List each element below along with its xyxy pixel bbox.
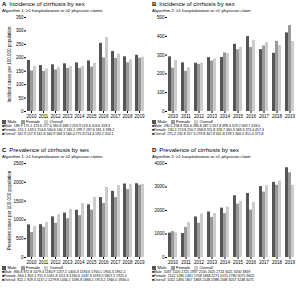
html-text:Algorithm 1: ≥1 hospitalizatio: Algorithm 1: ≥1 hospitalization or ≥2 ph… — [2, 7, 103, 13]
svg-text:2016: 2016 — [98, 114, 109, 119]
svg-text:0: 0 — [21, 109, 24, 114]
svg-text:2016: 2016 — [98, 260, 109, 265]
svg-text:2018: 2018 — [122, 114, 133, 119]
svg-text:200: 200 — [16, 55, 24, 60]
svg-text:100: 100 — [16, 82, 24, 87]
svg-text:2017: 2017 — [110, 260, 121, 265]
svg-text:500: 500 — [16, 236, 24, 241]
svg-text:3000: 3000 — [154, 184, 165, 189]
svg-text:2014: 2014 — [74, 114, 85, 119]
svg-text:Incident cases per 100,000 pop: Incident cases per 100,000 population — [7, 26, 12, 103]
svg-text:2017: 2017 — [259, 114, 270, 119]
html-text:Overall: Overall — [49, 265, 63, 270]
html-text:Male: Male — [7, 119, 17, 124]
html-text:■Female 230.2 213.8 250.7 268.: ■Female 230.2 213.8 250.7 268.8 311.8 32… — [152, 128, 264, 133]
svg-text:2016: 2016 — [246, 260, 257, 265]
html-text:D Prevalence of cirrhosis by s: D Prevalence of cirrhosis by sex — [152, 147, 239, 153]
svg-text:1000: 1000 — [154, 231, 165, 236]
svg-text:2011: 2011 — [39, 260, 49, 265]
html-text:B Incidence of cirrhosis by se: B Incidence of cirrhosis by sex — [152, 1, 235, 7]
svg-text:2018: 2018 — [272, 260, 283, 265]
svg-text:4000: 4000 — [154, 161, 165, 166]
html-text:■Female 664.1 802.1 911.3 1031: ■Female 664.1 802.1 911.3 1031.8 1111.8 … — [2, 274, 127, 279]
svg-text:400: 400 — [157, 34, 165, 39]
svg-text:2010: 2010 — [168, 260, 179, 265]
html-text:Overall: Overall — [49, 119, 63, 124]
svg-text:2019: 2019 — [285, 114, 296, 119]
html-text:■Female 151.1 149.2 154.6 160.: ■Female 151.1 149.2 154.6 160.6 160.7 16… — [2, 128, 115, 133]
svg-text:2013: 2013 — [62, 114, 73, 119]
html-text:■Overall 271.2 232.8 257.3 279: ■Overall 271.2 232.8 257.3 279.8 307.8 3… — [152, 132, 264, 137]
svg-text:2011: 2011 — [181, 114, 191, 119]
html-text:Female: Female — [176, 119, 190, 124]
html-text:Male: Male — [7, 265, 17, 270]
svg-text:0: 0 — [162, 109, 165, 114]
html-text:Overall: Overall — [199, 119, 213, 124]
svg-text:2013: 2013 — [207, 114, 218, 119]
svg-text:2014: 2014 — [220, 260, 231, 265]
svg-text:500: 500 — [157, 15, 165, 20]
html-text:■Overall 822.1 929.3 1137.2 12: ■Overall 822.1 929.3 1137.2 1279.8 1434.… — [2, 278, 129, 283]
html-text:■Male 1037 1020 1725 1937 2100: ■Male 1037 1020 1725 1937 2100 2625 2724… — [152, 270, 251, 275]
html-text:Algorithm 2: ≥1 hospitalizatio: Algorithm 2: ≥1 hospitalization or ≥1 ph… — [152, 7, 251, 13]
html-text:■Male 189.9 171.1 173.6 177.4: ■Male 189.9 171.1 173.6 177.4 180.8 188.… — [2, 124, 110, 129]
html-text:Female: Female — [176, 265, 190, 270]
svg-text:2012: 2012 — [194, 260, 205, 265]
html-text:Male: Male — [157, 119, 167, 124]
html-text:■Overall 1052 1494 1857 1868 2: ■Overall 1052 1494 1857 1868 2148 2388 2… — [152, 278, 254, 283]
svg-text:200: 200 — [157, 71, 165, 76]
svg-text:2000: 2000 — [13, 180, 24, 185]
svg-text:1000: 1000 — [13, 217, 24, 222]
html-text:■Female 1102 1280 1461 1708 18: ■Female 1102 1280 1461 1708 1868 2271 20… — [152, 274, 255, 279]
svg-text:1500: 1500 — [13, 199, 24, 204]
html-text:Algorithm 1: ≥1 hospitalizatio: Algorithm 1: ≥1 hospitalization or ≥2 ph… — [2, 153, 103, 159]
html-text:Female: Female — [26, 265, 40, 270]
svg-text:2500: 2500 — [13, 161, 24, 166]
svg-text:2015: 2015 — [233, 114, 244, 119]
html-text:■Overall 167.9 157.9 162.8 166: ■Overall 167.9 157.9 162.8 166.9 168.3 1… — [2, 132, 114, 137]
svg-text:2019: 2019 — [134, 260, 145, 265]
svg-text:150: 150 — [16, 69, 24, 74]
svg-text:50: 50 — [18, 96, 24, 101]
svg-text:2012: 2012 — [50, 114, 61, 119]
html-text:C Prevalence of cirrhosis by s: C Prevalence of cirrhosis by sex — [2, 147, 89, 153]
svg-text:2015: 2015 — [86, 114, 97, 119]
svg-text:250: 250 — [16, 42, 24, 47]
svg-text:2019: 2019 — [285, 260, 296, 265]
svg-text:0: 0 — [21, 255, 24, 260]
svg-text:Prevalent cases per 100,000 po: Prevalent cases per 100,000 population — [7, 170, 12, 250]
svg-text:2012: 2012 — [194, 114, 205, 119]
svg-text:2010: 2010 — [168, 114, 179, 119]
svg-text:2018: 2018 — [272, 114, 283, 119]
html-text:Female: Female — [26, 119, 40, 124]
svg-text:2010: 2010 — [26, 114, 37, 119]
svg-text:300: 300 — [16, 28, 24, 33]
svg-text:2010: 2010 — [26, 260, 37, 265]
html-text:Overall: Overall — [199, 265, 213, 270]
svg-text:2012: 2012 — [50, 260, 61, 265]
svg-text:2011: 2011 — [39, 114, 49, 119]
html-text:Algorithm 2: ≥1 hospitalizatio: Algorithm 2: ≥1 hospitalization or ≥1 ph… — [152, 153, 251, 159]
html-text:■Male 290.5 258.8 256.6 286.8: ■Male 290.5 258.8 256.6 286.8 287.5 357.… — [152, 124, 260, 129]
svg-text:2000: 2000 — [154, 208, 165, 213]
svg-text:100: 100 — [157, 90, 165, 95]
svg-text:2017: 2017 — [259, 260, 270, 265]
svg-text:2011: 2011 — [181, 260, 191, 265]
html-text:Male: Male — [157, 265, 167, 270]
svg-text:2014: 2014 — [74, 260, 85, 265]
svg-text:2014: 2014 — [220, 114, 231, 119]
html-text:■Male 866.8 872.8 1079.4 1180.: ■Male 866.8 872.8 1079.4 1180.9 1257.2 1… — [2, 270, 126, 275]
svg-text:2015: 2015 — [86, 260, 97, 265]
svg-text:2018: 2018 — [122, 260, 133, 265]
svg-text:2017: 2017 — [110, 114, 121, 119]
html-text:A Incidence of cirrhosis by se: A Incidence of cirrhosis by sex — [2, 1, 85, 7]
svg-text:0: 0 — [162, 255, 165, 260]
svg-text:2013: 2013 — [207, 260, 218, 265]
svg-text:2015: 2015 — [233, 260, 244, 265]
svg-text:2016: 2016 — [246, 114, 257, 119]
svg-text:300: 300 — [157, 53, 165, 58]
svg-text:2019: 2019 — [134, 114, 145, 119]
svg-text:2013: 2013 — [62, 260, 73, 265]
svg-text:350: 350 — [16, 15, 24, 20]
